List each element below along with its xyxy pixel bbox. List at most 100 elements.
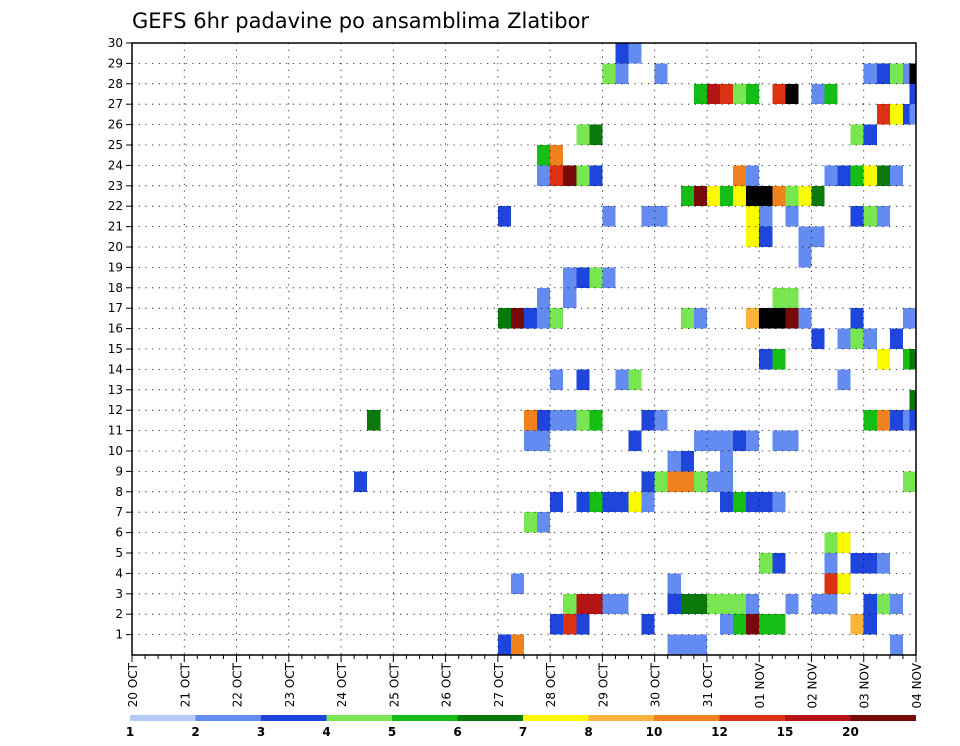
precip-cell bbox=[798, 226, 812, 247]
precip-cell bbox=[837, 532, 851, 553]
precip-cell bbox=[654, 63, 668, 84]
precip-cell bbox=[746, 185, 760, 207]
y-tick-label: 7 bbox=[115, 505, 123, 519]
precip-cell bbox=[863, 206, 877, 227]
precip-cell bbox=[746, 491, 760, 513]
precip-cell bbox=[641, 410, 655, 431]
precip-cell bbox=[615, 63, 629, 84]
precip-cell bbox=[909, 83, 916, 105]
precip-cell bbox=[576, 614, 590, 635]
precip-cell bbox=[510, 308, 524, 329]
precip-cell bbox=[798, 247, 812, 268]
x-tick-label: 21 OCT bbox=[178, 662, 192, 707]
precip-cell bbox=[876, 553, 890, 574]
x-tick-label: 25 OCT bbox=[387, 662, 401, 707]
y-tick-label: 17 bbox=[108, 301, 123, 315]
precip-cell bbox=[680, 634, 694, 655]
x-tick-label: 27 OCT bbox=[492, 662, 506, 707]
precip-cell bbox=[537, 165, 551, 186]
precip-cell bbox=[876, 593, 890, 615]
precip-cell bbox=[720, 83, 734, 105]
y-tick-label: 8 bbox=[115, 485, 123, 499]
precip-cell bbox=[889, 63, 903, 84]
precip-cell bbox=[537, 145, 551, 166]
precip-cell bbox=[667, 451, 681, 472]
precip-cell bbox=[693, 185, 707, 207]
legend-swatch bbox=[850, 715, 916, 721]
precip-cell bbox=[876, 206, 890, 227]
precip-cell bbox=[733, 83, 747, 105]
precip-cell bbox=[863, 410, 877, 431]
y-tick-label: 2 bbox=[115, 607, 123, 621]
precip-cell bbox=[537, 308, 551, 329]
precip-cell bbox=[524, 430, 538, 451]
precip-cell bbox=[733, 593, 747, 615]
precip-cell bbox=[759, 206, 773, 227]
precip-cell bbox=[876, 410, 890, 431]
precip-cell bbox=[909, 63, 916, 84]
y-tick-label: 27 bbox=[108, 97, 123, 111]
precip-cell bbox=[876, 104, 890, 125]
precip-cell bbox=[909, 104, 916, 125]
precip-cell bbox=[785, 206, 799, 227]
precip-cell bbox=[537, 512, 551, 533]
precip-cell bbox=[680, 308, 694, 329]
precip-cell bbox=[837, 573, 851, 594]
precip-cell bbox=[589, 165, 603, 186]
precip-cell bbox=[706, 593, 720, 615]
y-tick-label: 6 bbox=[115, 526, 123, 540]
x-tick-label: 04 NOV bbox=[910, 662, 924, 708]
precip-cell bbox=[693, 308, 707, 329]
precip-cell bbox=[510, 573, 524, 594]
y-tick-label: 13 bbox=[108, 383, 123, 397]
precip-cell bbox=[772, 553, 786, 574]
precip-cell bbox=[680, 185, 694, 207]
legend-swatch bbox=[457, 715, 523, 721]
x-tick-label: 20 OCT bbox=[126, 662, 140, 707]
x-tick-label: 01 NOV bbox=[753, 662, 767, 708]
precip-cell bbox=[706, 471, 720, 492]
legend-label: 6 bbox=[453, 725, 461, 739]
precip-cell bbox=[720, 614, 734, 635]
precip-cell bbox=[589, 124, 603, 145]
precip-cell bbox=[667, 593, 681, 615]
y-tick-label: 30 bbox=[108, 36, 123, 50]
y-tick-label: 9 bbox=[115, 464, 123, 478]
precip-cell bbox=[746, 593, 760, 615]
precip-cell bbox=[706, 430, 720, 451]
y-tick-label: 3 bbox=[115, 587, 123, 601]
precip-cell bbox=[641, 614, 655, 635]
precip-cell bbox=[537, 410, 551, 431]
legend-swatch bbox=[654, 715, 720, 721]
precip-cell bbox=[576, 124, 590, 145]
precip-cell bbox=[772, 491, 786, 513]
precip-cell bbox=[733, 430, 747, 451]
legend-label: 2 bbox=[191, 725, 199, 739]
precip-cell bbox=[850, 124, 864, 145]
x-tick-label: 24 OCT bbox=[335, 662, 349, 707]
precip-cell bbox=[576, 165, 590, 186]
precip-cell bbox=[720, 491, 734, 513]
precip-cell bbox=[772, 287, 786, 309]
precip-cell bbox=[615, 491, 629, 513]
precip-cell bbox=[759, 491, 773, 513]
x-tick-label: 31 OCT bbox=[701, 662, 715, 707]
legend-label: 15 bbox=[777, 725, 794, 739]
precip-cell bbox=[863, 63, 877, 84]
precip-cell bbox=[680, 593, 694, 615]
y-tick-label: 12 bbox=[108, 403, 123, 417]
precip-cell bbox=[654, 410, 668, 431]
precip-cell bbox=[798, 185, 812, 207]
precip-cell bbox=[759, 553, 773, 574]
precip-cell bbox=[902, 308, 916, 329]
precip-cell bbox=[746, 430, 760, 451]
precip-cell bbox=[902, 471, 916, 492]
precip-cell bbox=[785, 185, 799, 207]
precip-cell bbox=[824, 553, 838, 574]
precip-cell bbox=[720, 430, 734, 451]
precip-cell bbox=[550, 614, 564, 635]
y-tick-label: 23 bbox=[108, 179, 123, 193]
precip-cell bbox=[759, 226, 773, 247]
precip-cell bbox=[550, 410, 564, 431]
